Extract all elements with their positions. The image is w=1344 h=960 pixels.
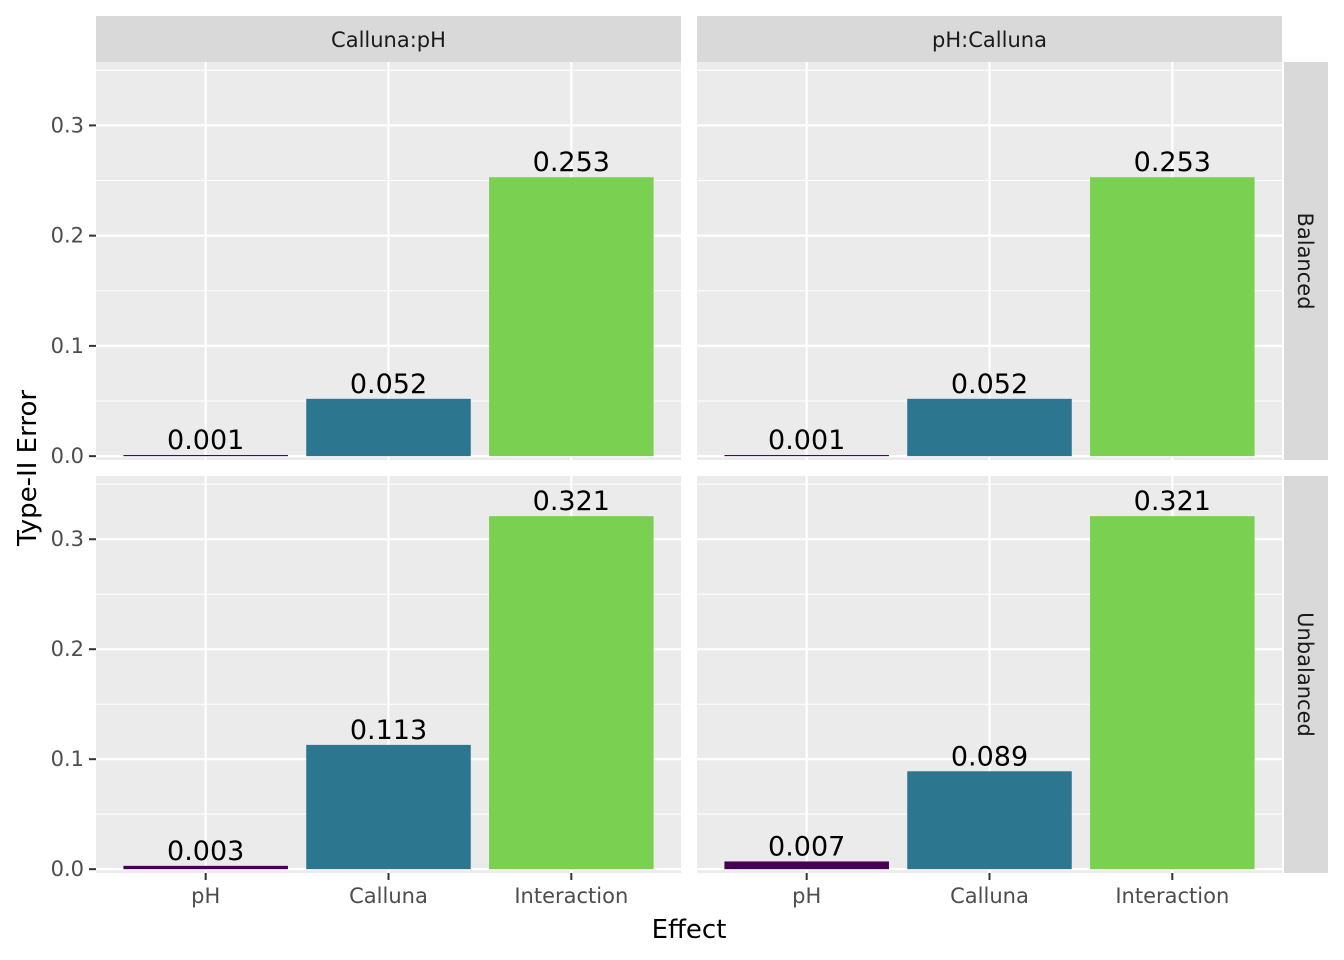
row-strip-label-0: Balanced (1293, 212, 1317, 309)
bar-2-1 (306, 744, 471, 870)
bar-value-label-1-1: 0.052 (951, 369, 1028, 400)
bar-3-0 (724, 861, 889, 870)
bar-value-label-1-0: 0.001 (768, 425, 845, 456)
y-tick-label-2-3: 0.3 (51, 527, 84, 551)
y-tick-label-0-1: 0.1 (51, 334, 84, 358)
column-strip-label-0: Calluna:pH (331, 28, 446, 52)
x-axis-title: Effect (652, 915, 727, 945)
x-tick-label-2-0: pH (191, 884, 220, 908)
bar-1-1 (907, 398, 1072, 457)
bar-value-label-0-0: 0.001 (167, 425, 244, 456)
y-tick-label-2-0: 0.0 (51, 857, 84, 881)
bar-value-label-2-1: 0.113 (350, 715, 427, 746)
y-axis-title: Type-II Error (13, 390, 43, 547)
bar-value-label-1-2: 0.253 (1134, 147, 1211, 178)
bar-value-label-3-2: 0.321 (1134, 486, 1211, 517)
bar-0-2 (489, 177, 654, 457)
bar-value-label-2-2: 0.321 (533, 486, 610, 517)
y-tick-label-0-3: 0.3 (51, 113, 84, 137)
bar-2-0 (123, 865, 288, 870)
y-tick-label-2-2: 0.2 (51, 637, 84, 661)
bar-value-label-0-2: 0.253 (533, 147, 610, 178)
bar-3-2 (1090, 516, 1255, 870)
y-tick-label-0-0: 0.0 (51, 444, 84, 468)
bar-value-label-3-0: 0.007 (768, 831, 845, 862)
x-tick-label-2-2: Interaction (514, 884, 628, 908)
bar-3-1 (907, 771, 1072, 870)
column-strip-label-1: pH:Calluna (932, 28, 1047, 52)
bar-value-label-0-1: 0.052 (350, 369, 427, 400)
bar-2-2 (489, 516, 654, 870)
row-strip-label-1: Unbalanced (1293, 612, 1317, 737)
column-strip-0 (96, 16, 681, 62)
bar-value-label-3-1: 0.089 (951, 741, 1028, 772)
bar-0-0 (123, 455, 288, 457)
bar-0-1 (306, 398, 471, 457)
y-tick-label-0-2: 0.2 (51, 224, 84, 248)
y-tick-label-2-1: 0.1 (51, 747, 84, 771)
bar-value-label-2-0: 0.003 (167, 836, 244, 867)
bar-1-0 (724, 455, 889, 457)
x-tick-label-2-1: Calluna (349, 884, 428, 908)
x-tick-label-3-1: Calluna (950, 884, 1029, 908)
bar-1-2 (1090, 177, 1255, 457)
x-tick-label-3-0: pH (792, 884, 821, 908)
column-strip-1 (697, 16, 1282, 62)
row-strip-0 (1284, 62, 1328, 460)
x-tick-label-3-2: Interaction (1115, 884, 1229, 908)
row-strip-1 (1284, 476, 1328, 873)
